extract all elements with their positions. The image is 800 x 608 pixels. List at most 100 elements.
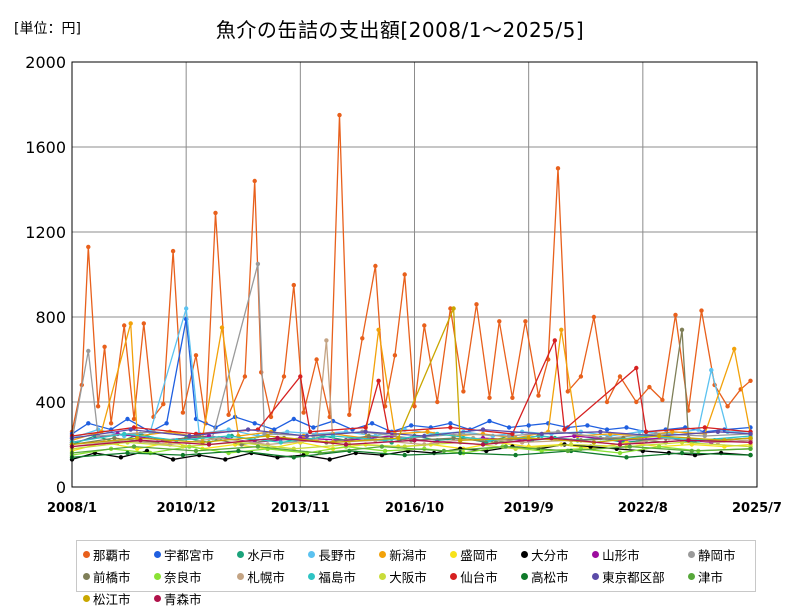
legend-item: 山形市 (592, 545, 678, 564)
x-tick-label: 2010/12 (157, 501, 216, 516)
data-point (291, 455, 296, 460)
data-point (555, 166, 561, 171)
legend-label: 山形市 (602, 548, 640, 563)
data-point (409, 423, 414, 428)
data-point (314, 357, 319, 362)
legend-label: 札幌市 (247, 570, 285, 585)
series-0 (69, 112, 753, 434)
series-line (71, 318, 751, 435)
legend-swatch (379, 551, 387, 558)
data-point (180, 452, 186, 458)
legend-label: 奈良市 (163, 570, 202, 585)
data-point (480, 442, 486, 447)
line-chart: 0 400 800 1200 1600 2000 2008/1 2010/12 2013/11 2… (25, 53, 782, 516)
data-point (656, 444, 662, 449)
series-3 (69, 306, 753, 441)
data-point (135, 435, 140, 441)
data-point (272, 427, 277, 432)
data-point (539, 431, 544, 437)
legend-label: 盛岡市 (460, 548, 498, 563)
data-point (206, 442, 212, 447)
data-point (128, 321, 133, 326)
data-point (108, 421, 114, 426)
data-point (653, 431, 659, 437)
x-tick-label: 2025/7 (732, 501, 782, 516)
series-line (71, 433, 751, 444)
data-point (131, 425, 137, 430)
legend-swatch (153, 573, 161, 580)
data-point (634, 399, 639, 405)
legend-swatch (450, 551, 458, 558)
x-tick-label: 2008/1 (47, 501, 97, 516)
legend-swatch (83, 551, 90, 558)
legend-item: 盛岡市 (450, 545, 511, 564)
legend-swatch (379, 573, 387, 580)
data-point (748, 435, 753, 441)
legend-label: 津市 (698, 570, 724, 585)
data-point (363, 425, 368, 430)
data-point (637, 429, 642, 434)
data-point (376, 327, 381, 332)
data-point (379, 444, 385, 449)
data-point (565, 448, 570, 454)
data-point (634, 365, 639, 371)
data-point (122, 431, 127, 437)
legend-swatch (592, 551, 600, 558)
legend-swatch (83, 595, 90, 602)
data-point (448, 425, 453, 430)
y-tick-label: 800 (35, 308, 66, 327)
data-point (585, 423, 590, 428)
legend-item: 那覇市 (83, 545, 144, 564)
data-point (513, 452, 518, 458)
data-point (617, 374, 623, 379)
legend-label: 長野市 (318, 548, 356, 563)
data-point (402, 452, 407, 458)
data-point (656, 433, 662, 439)
data-point (131, 444, 137, 449)
data-point (396, 435, 401, 441)
data-point (670, 429, 675, 434)
data-point (435, 399, 440, 405)
data-point (118, 455, 124, 460)
legend-label: 東京都区部 (602, 570, 665, 585)
data-point (715, 429, 721, 434)
x-tick-label: 2016/10 (385, 501, 444, 516)
data-point (689, 448, 694, 454)
data-point (324, 338, 329, 343)
data-point (135, 446, 140, 451)
data-point (86, 421, 91, 426)
data-point (604, 427, 610, 432)
legend: 那覇市 宇都宮市 水戸市 長野市 新潟市 盛岡市 大分市 山形市 静岡市 前橋市 奈良市 札幌市 福島市… (76, 540, 756, 607)
data-point (307, 429, 313, 434)
data-point (376, 378, 381, 383)
series-line (71, 445, 751, 454)
data-point (562, 427, 567, 432)
axis-labels: 0 400 800 1200 1600 2000 2008/1 2010/12 2013/11 2… (25, 53, 782, 516)
data-point (598, 429, 603, 434)
data-point (748, 440, 753, 445)
data-point (226, 433, 231, 439)
unit-label: [単位：円] (14, 21, 81, 37)
legend-swatch (521, 573, 529, 580)
data-point (265, 433, 270, 439)
data-point (425, 429, 430, 434)
data-point (128, 427, 133, 432)
data-point (281, 374, 287, 379)
data-point (122, 323, 127, 328)
data-point (523, 319, 528, 324)
data-point (510, 395, 515, 400)
y-tick-label: 1200 (25, 223, 66, 242)
data-point (673, 312, 678, 318)
data-point (330, 433, 336, 439)
data-point (226, 412, 231, 417)
data-point (347, 412, 352, 417)
data-point (458, 438, 463, 443)
data-point (363, 429, 368, 434)
data-point (748, 446, 753, 451)
legend-label: 仙台市 (460, 570, 498, 585)
legend-item: 福島市 (308, 567, 369, 586)
data-point (193, 448, 199, 454)
x-tick-label: 2022/8 (618, 501, 668, 516)
data-point (422, 323, 427, 328)
data-point (304, 433, 310, 439)
